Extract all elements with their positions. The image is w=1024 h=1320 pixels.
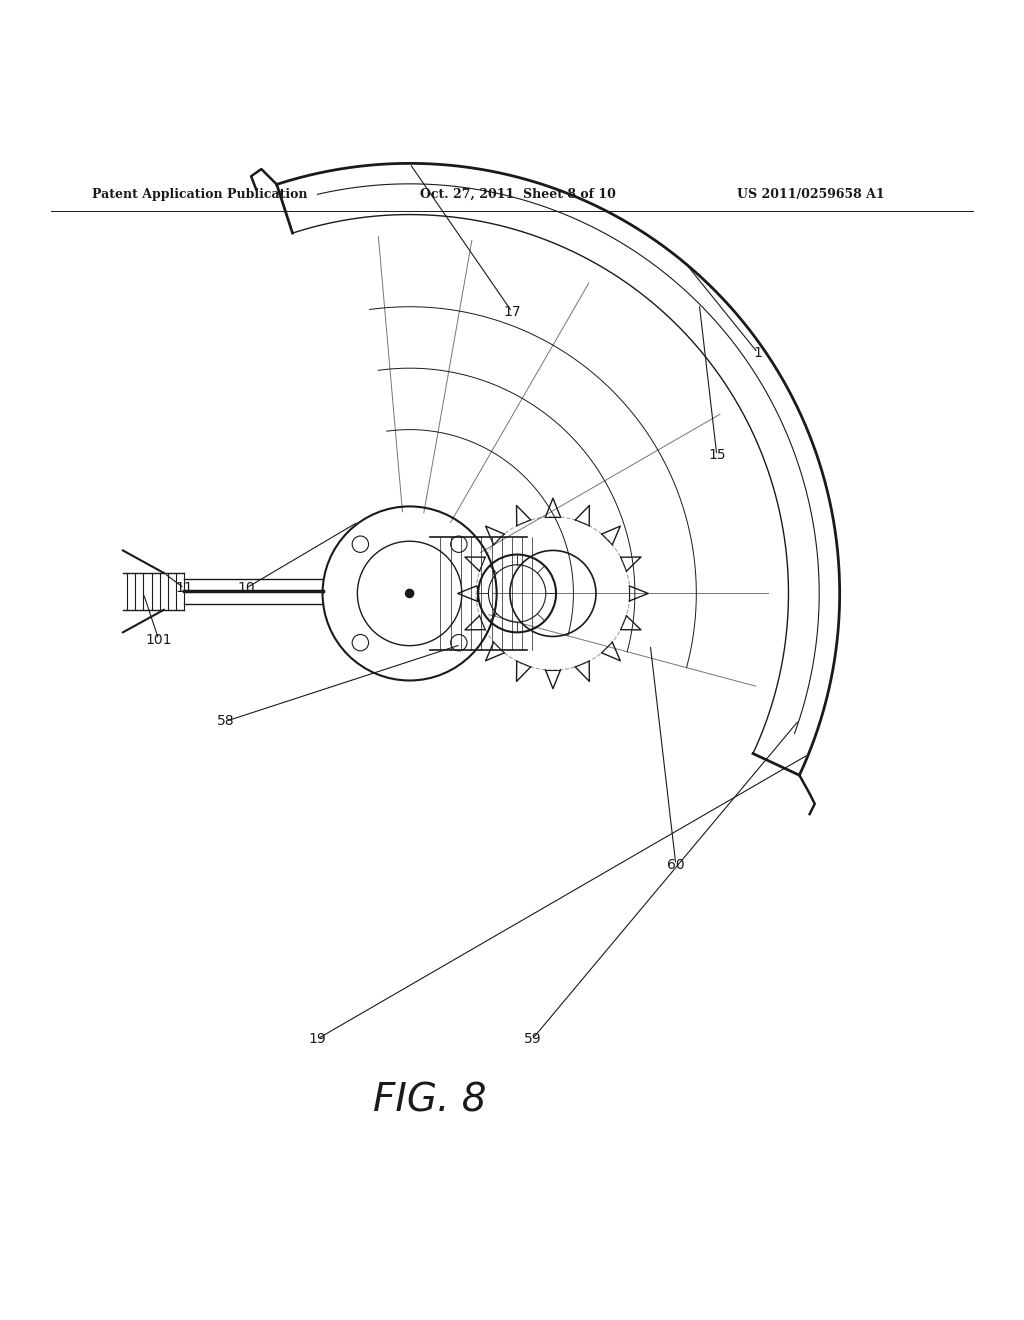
Text: 10: 10 — [237, 581, 255, 595]
Text: 1: 1 — [754, 346, 762, 360]
Text: 101: 101 — [145, 632, 172, 647]
Text: 59: 59 — [523, 1032, 542, 1045]
Text: 17: 17 — [503, 305, 521, 319]
Text: Oct. 27, 2011  Sheet 8 of 10: Oct. 27, 2011 Sheet 8 of 10 — [420, 187, 615, 201]
Text: 15: 15 — [708, 449, 726, 462]
Text: 11: 11 — [175, 581, 194, 595]
Text: 60: 60 — [667, 858, 685, 871]
Text: 58: 58 — [216, 714, 234, 729]
Text: FIG. 8: FIG. 8 — [374, 1081, 486, 1119]
Text: US 2011/0259658 A1: US 2011/0259658 A1 — [737, 187, 885, 201]
Text: Patent Application Publication: Patent Application Publication — [92, 187, 307, 201]
Text: 19: 19 — [308, 1032, 327, 1045]
Circle shape — [406, 589, 414, 598]
